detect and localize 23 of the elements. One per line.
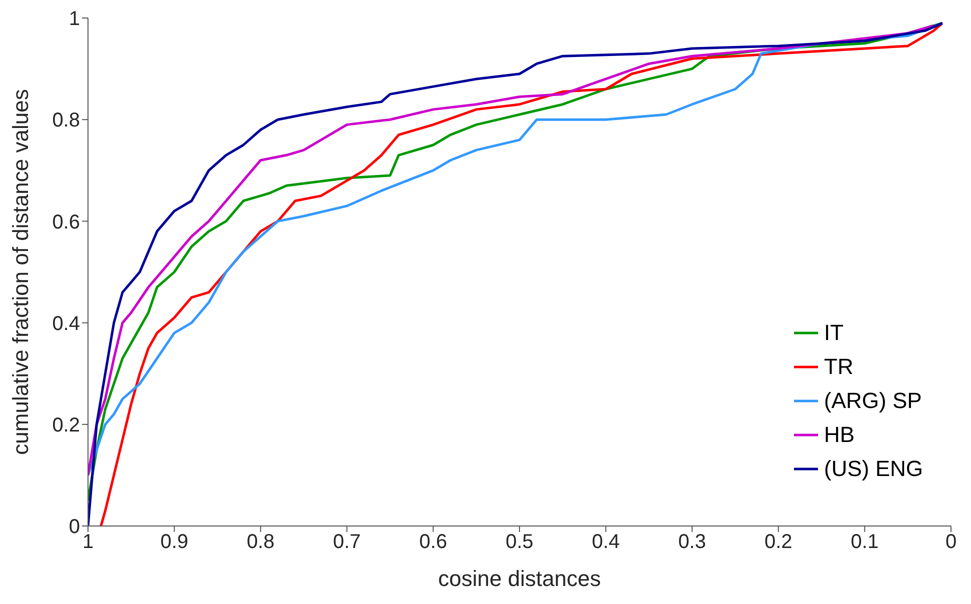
x-tick-label: 0.1 xyxy=(850,531,879,554)
x-tick-label: 0.4 xyxy=(592,531,620,554)
y-axis-title: cumulative fraction of distance values xyxy=(8,89,33,455)
x-tick-label: 0.7 xyxy=(332,531,361,554)
y-tick-label: 0 xyxy=(68,516,80,538)
x-tick-label: 0.2 xyxy=(764,531,792,554)
y-tick-label: 0.4 xyxy=(52,312,80,335)
x-tick-label: 0.8 xyxy=(246,531,275,554)
x-tick-label: 0.9 xyxy=(160,531,188,554)
y-tick-label: 0.6 xyxy=(52,211,80,234)
x-tick-label: 0.5 xyxy=(506,531,534,554)
legend-label: (ARG) SP xyxy=(824,387,922,415)
legend-label: TR xyxy=(824,353,854,381)
y-tick-label: 1 xyxy=(68,8,80,30)
legend-label: IT xyxy=(824,319,844,347)
x-tick-label: 0 xyxy=(945,531,957,554)
x-tick-label: 0.3 xyxy=(678,531,706,554)
x-tick-label: 0.6 xyxy=(419,531,448,554)
y-tick-label: 0.2 xyxy=(52,414,80,436)
y-tick-label: 0.8 xyxy=(52,110,80,132)
x-axis-title: cosine distances xyxy=(438,566,601,591)
legend-label: (US) ENG xyxy=(824,455,923,483)
legend-label: HB xyxy=(824,421,855,449)
